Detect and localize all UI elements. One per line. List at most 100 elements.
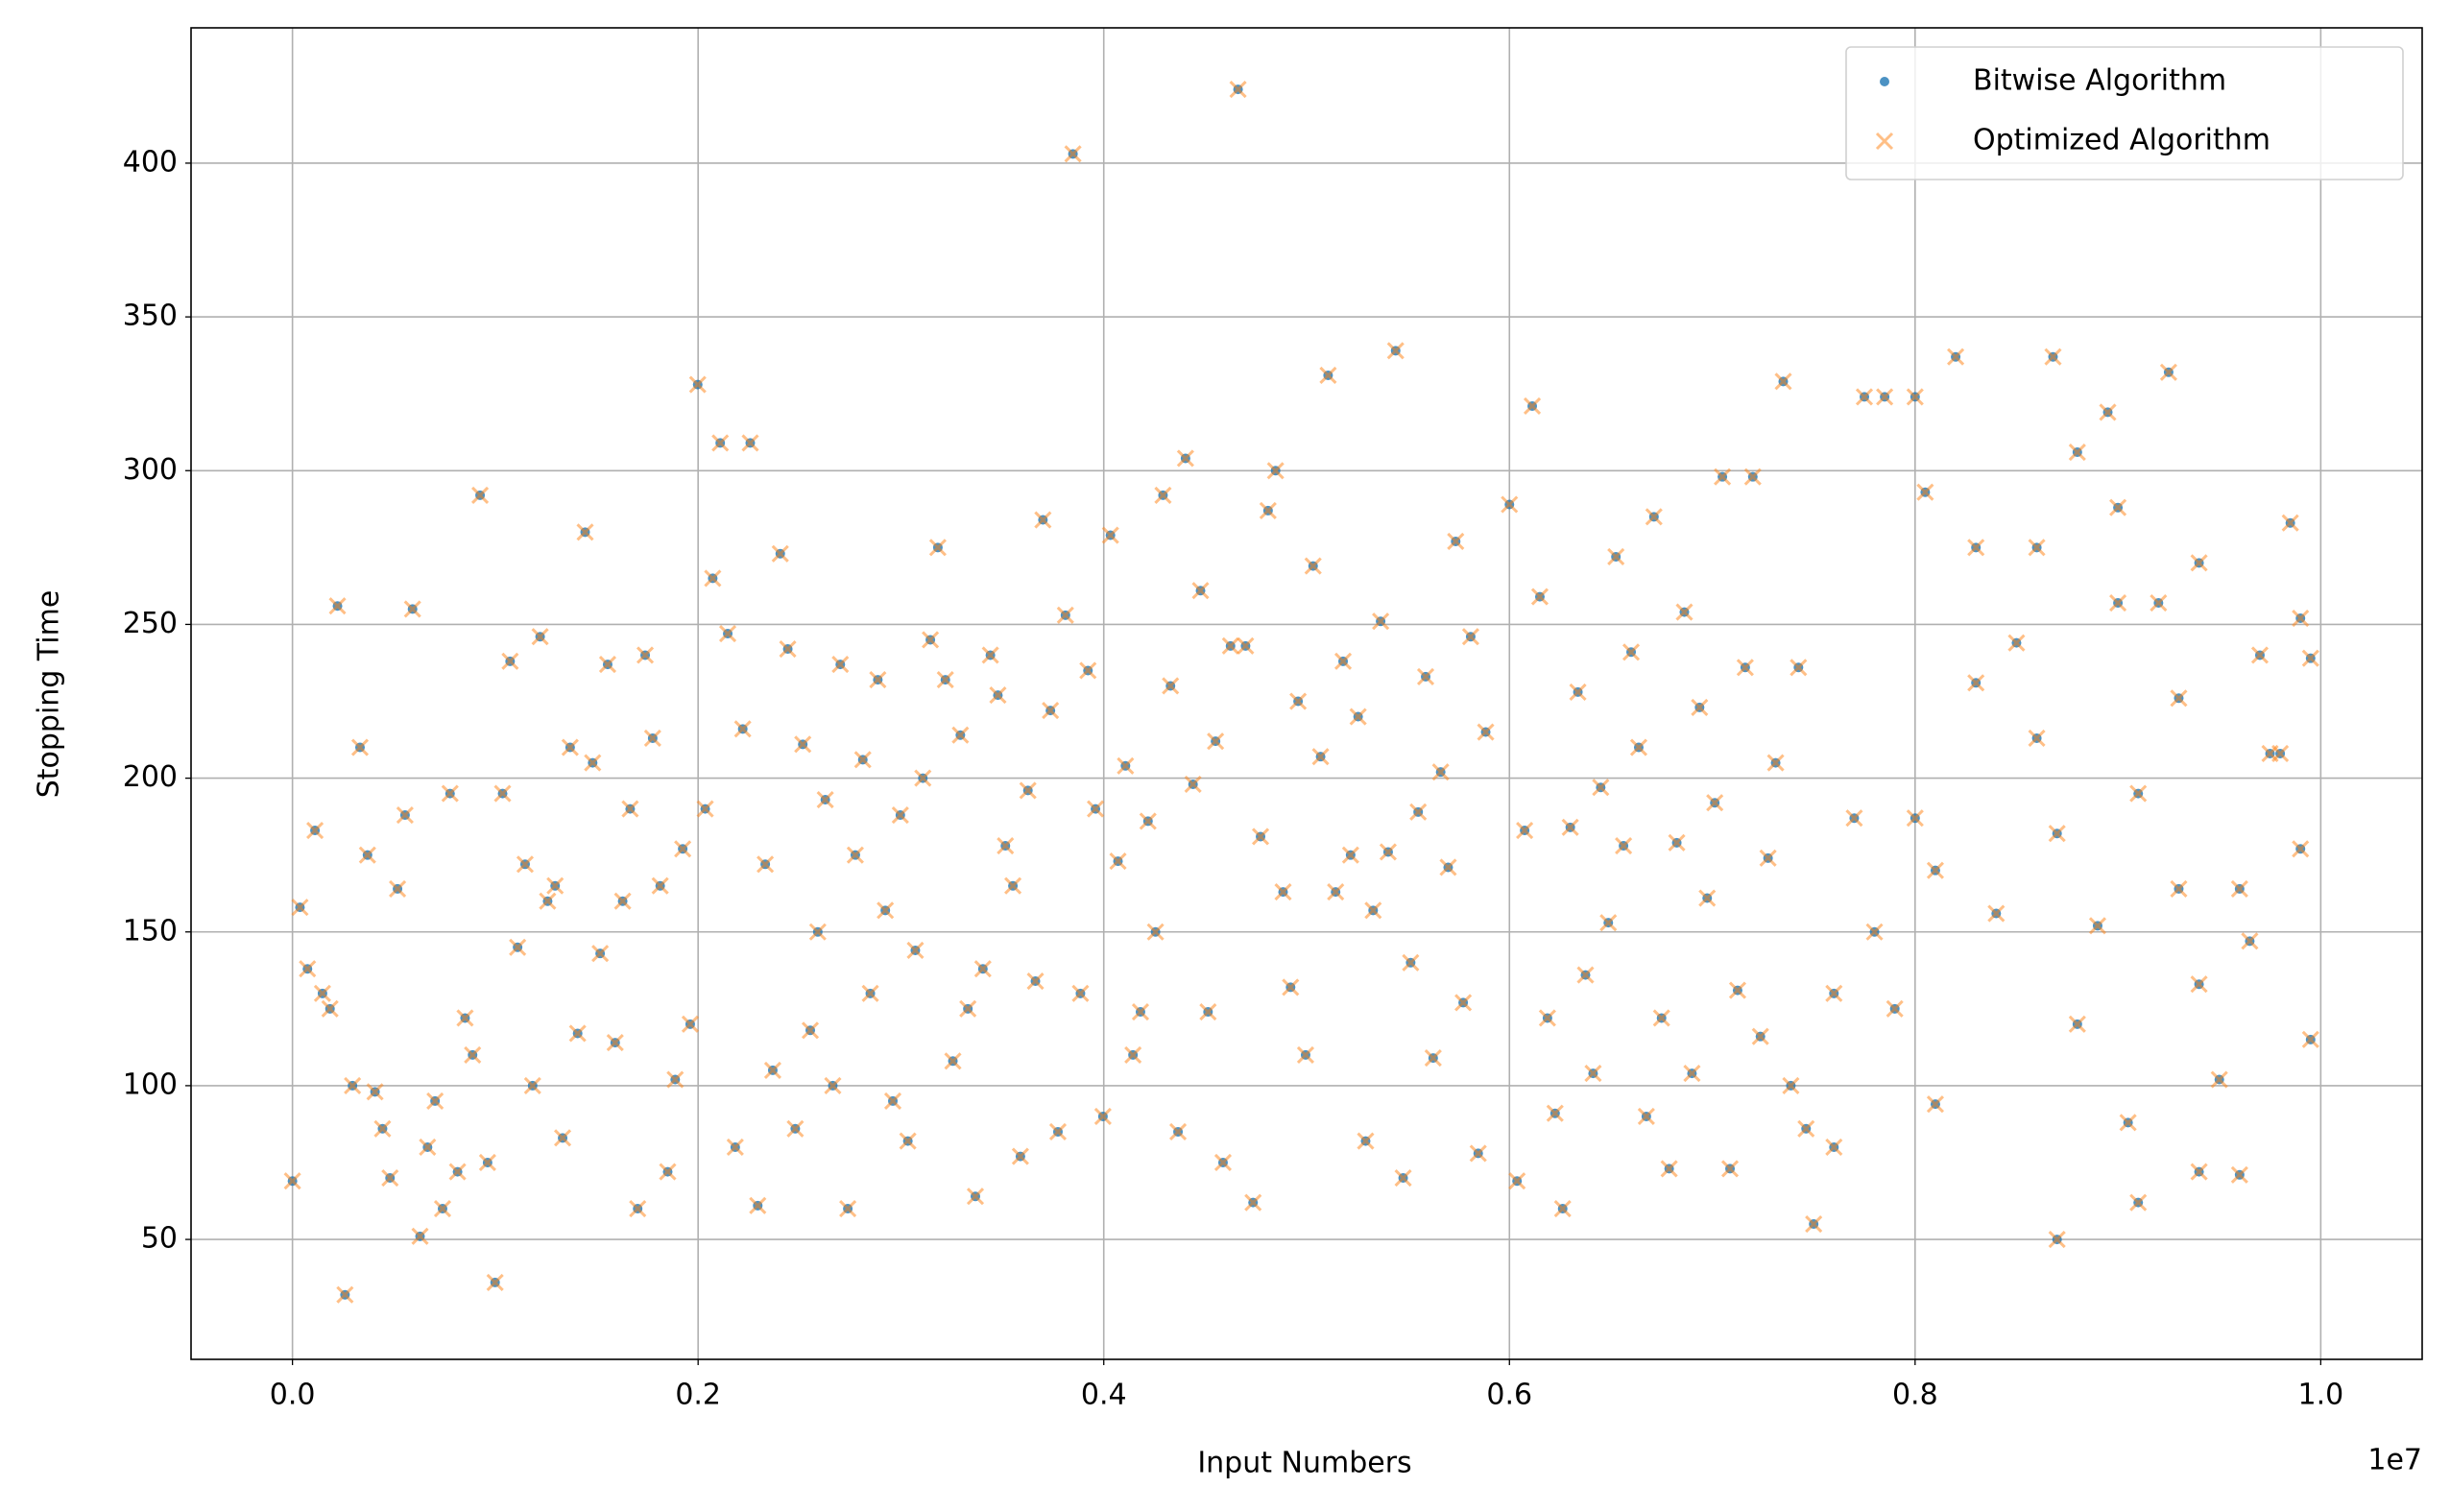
point <box>1191 582 1210 600</box>
point <box>1538 1009 1556 1027</box>
point <box>2129 1193 2148 1212</box>
point <box>598 656 617 674</box>
point <box>1916 483 1934 501</box>
legend-label: Optimized Algorithm <box>1973 124 2270 157</box>
point <box>1184 775 1202 794</box>
point <box>568 1024 587 1043</box>
point <box>824 1076 842 1094</box>
point <box>989 686 1007 705</box>
point <box>749 1196 767 1214</box>
point <box>2281 514 2299 532</box>
point <box>1736 659 1754 677</box>
point <box>1461 628 1479 646</box>
point <box>1906 809 1924 828</box>
x-tick-label: 0.4 <box>1081 1379 1127 1412</box>
point <box>1906 388 1924 406</box>
point <box>1516 821 1534 840</box>
point <box>366 1083 384 1101</box>
point <box>1237 636 1255 655</box>
point <box>1207 732 1225 751</box>
point <box>877 901 895 920</box>
point <box>2044 348 2062 366</box>
point <box>1886 999 1904 1018</box>
point <box>411 1227 429 1245</box>
point <box>546 876 564 895</box>
point <box>1341 846 1359 864</box>
point <box>1926 1095 1945 1114</box>
point <box>1652 1009 1670 1027</box>
point <box>899 1132 917 1150</box>
y-tick-label: 200 <box>123 760 178 794</box>
point <box>419 1138 437 1157</box>
legend-label: Bitwise Algorithm <box>1973 64 2226 98</box>
point <box>966 1188 985 1206</box>
point <box>561 738 579 756</box>
point <box>1706 794 1724 812</box>
point <box>1402 953 1420 972</box>
point <box>1357 1132 1375 1150</box>
point <box>794 735 812 754</box>
point <box>501 652 519 670</box>
point <box>1109 852 1127 871</box>
point <box>1394 1168 1412 1188</box>
point <box>2109 498 2127 516</box>
point <box>1304 557 1322 575</box>
point <box>2068 1015 2086 1033</box>
point <box>621 800 639 818</box>
point <box>493 784 512 803</box>
point <box>2292 609 2310 628</box>
point <box>643 729 661 748</box>
point <box>2230 1165 2248 1184</box>
point <box>1026 972 1045 991</box>
point <box>344 1076 362 1094</box>
point <box>757 855 775 874</box>
point <box>1087 800 1105 818</box>
y-axis-label: Stopping Time <box>33 590 66 799</box>
point <box>1501 495 1519 514</box>
point <box>1447 532 1465 551</box>
point <box>2028 539 2046 557</box>
point <box>1311 748 1330 766</box>
legend-marker <box>1880 77 1889 86</box>
point <box>1607 547 1625 566</box>
point <box>2048 825 2066 843</box>
point <box>381 1168 399 1188</box>
point <box>726 1138 744 1157</box>
point <box>869 671 887 689</box>
point <box>936 671 954 689</box>
point <box>1668 833 1686 852</box>
point <box>539 892 557 910</box>
point <box>591 945 610 963</box>
point <box>486 1273 504 1291</box>
y-tick-label: 250 <box>123 607 178 640</box>
x-offset-label: 1e7 <box>2367 1444 2422 1477</box>
point <box>456 1009 474 1027</box>
point <box>1289 692 1308 710</box>
point <box>1967 674 1985 692</box>
point <box>1364 901 1382 920</box>
point <box>1199 1002 1217 1021</box>
point <box>2170 689 2188 708</box>
point <box>328 597 347 615</box>
point <box>1660 1160 1678 1178</box>
point <box>1675 603 1693 621</box>
point <box>2170 879 2188 898</box>
point <box>2230 879 2248 898</box>
point <box>651 876 669 895</box>
point <box>2150 593 2168 612</box>
point <box>1855 388 1874 406</box>
point <box>1759 849 1777 867</box>
point <box>1424 1049 1442 1068</box>
point <box>1645 508 1663 526</box>
point <box>801 1021 820 1040</box>
point <box>336 1285 354 1304</box>
point <box>1011 1147 1029 1165</box>
point <box>959 999 977 1018</box>
point <box>426 1092 444 1110</box>
point <box>1101 526 1119 544</box>
point <box>1154 486 1172 504</box>
point <box>523 1076 541 1094</box>
point <box>733 720 752 738</box>
point <box>1056 606 1074 624</box>
point <box>1139 812 1157 830</box>
